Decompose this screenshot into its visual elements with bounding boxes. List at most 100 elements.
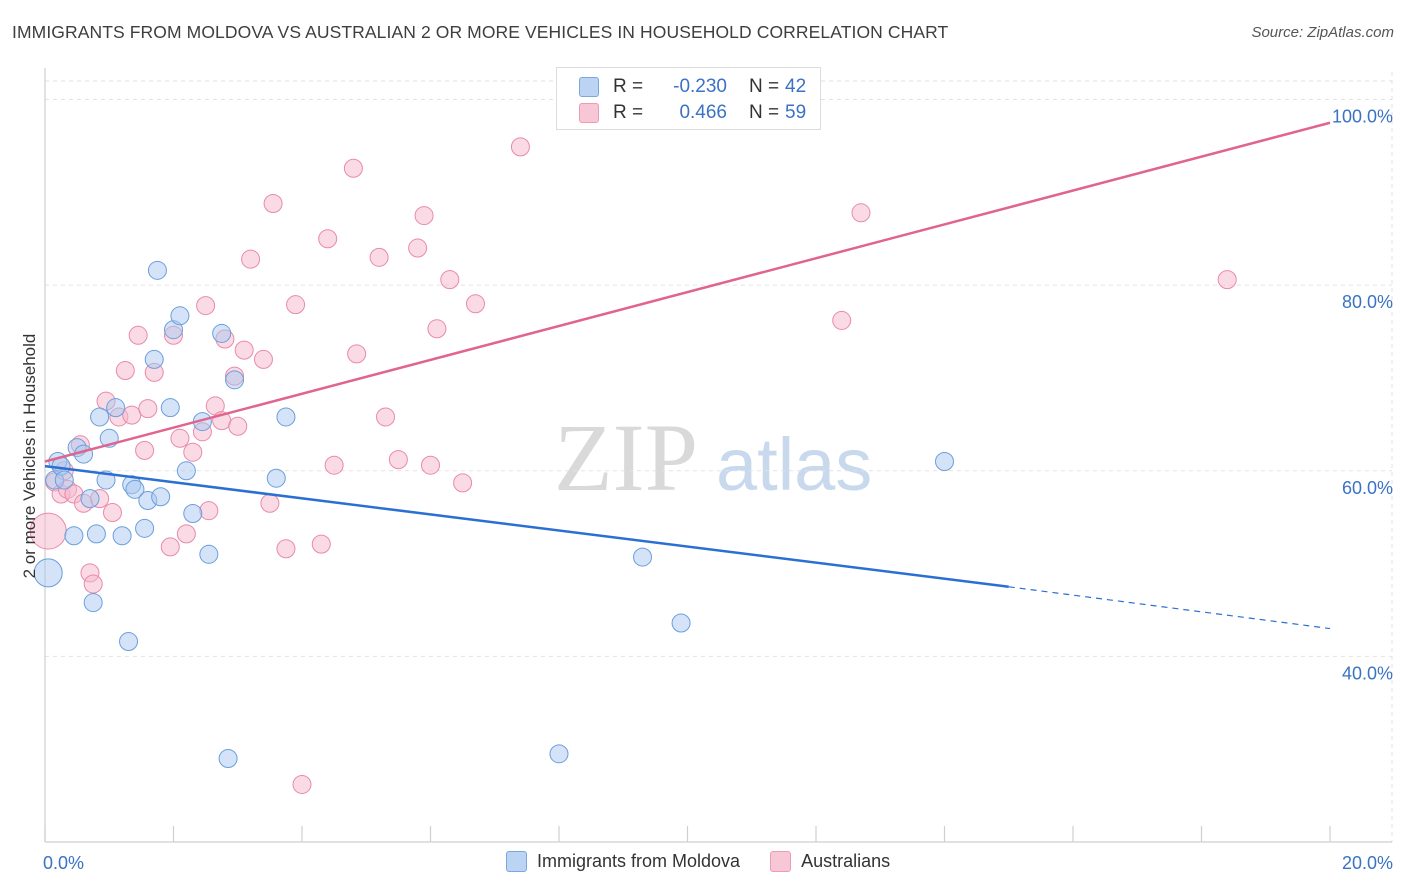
moldova-point	[80, 489, 100, 509]
moldova-points	[33, 260, 954, 768]
legend-r-label: R =	[613, 102, 644, 123]
moldova-point	[144, 349, 164, 369]
australians-point	[263, 194, 283, 214]
australians-point	[347, 344, 367, 364]
australians-point	[292, 774, 312, 794]
australians-point	[832, 310, 852, 330]
moldova-point	[170, 306, 190, 326]
moldova-point	[147, 260, 167, 280]
axes	[44, 68, 1392, 843]
y-tick-label: 40.0%	[1342, 663, 1393, 683]
moldova-point	[212, 323, 232, 343]
moldova-point	[119, 632, 139, 652]
australians-point	[234, 340, 254, 360]
moldova-point	[90, 407, 110, 427]
moldova-point	[266, 468, 286, 488]
moldova-point	[86, 524, 106, 544]
moldova-point	[935, 452, 954, 471]
australians-point	[138, 399, 158, 419]
australians-point	[376, 407, 396, 427]
australians-point	[414, 206, 434, 226]
correlation-legend: R = -0.230 N = 42 R = 0.466 N = 59	[556, 67, 821, 130]
moldova-point	[125, 479, 145, 499]
australians-point	[318, 229, 338, 249]
australians-point	[176, 524, 196, 544]
moldova-swatch	[579, 77, 599, 97]
australians-swatch	[770, 851, 792, 872]
moldova-point	[218, 748, 238, 768]
y-tick-label: 100.0%	[1332, 107, 1393, 127]
y-axis-label: 2 or more Vehicles in Household	[20, 333, 39, 579]
australians-point	[453, 473, 473, 493]
moldova-point	[54, 470, 74, 490]
moldova-trend-extension	[1008, 586, 1331, 630]
watermark: ZIP atlas	[554, 404, 872, 511]
moldova-point	[106, 398, 126, 418]
australians-point	[851, 203, 871, 223]
moldova-point	[199, 544, 219, 564]
australians-point	[408, 238, 428, 258]
australians-point	[160, 537, 180, 557]
australians-point	[427, 319, 447, 339]
australians-point	[128, 325, 148, 345]
australians-point	[83, 574, 103, 594]
watermark-atlas: atlas	[716, 423, 872, 506]
legend-r-value: 0.466	[679, 102, 727, 123]
legend-label-moldova: Immigrants from Moldova	[537, 851, 741, 871]
australians-point	[199, 501, 219, 521]
australians-swatch	[579, 103, 599, 123]
australians-point	[170, 428, 190, 448]
moldova-point	[135, 518, 155, 538]
australians-point	[343, 158, 363, 178]
moldova-point	[33, 558, 63, 588]
australians-point	[241, 249, 261, 269]
moldova-point	[633, 547, 653, 567]
legend-n-label: N =	[749, 102, 780, 123]
australians-point	[465, 294, 485, 314]
legend-r-label: R =	[613, 76, 644, 97]
y-tick-label: 80.0%	[1342, 292, 1393, 312]
legend-n-label: N =	[749, 76, 780, 97]
y-tick-label: 60.0%	[1342, 478, 1393, 498]
australians-point	[122, 405, 142, 425]
moldova-point	[225, 370, 245, 390]
australians-point	[253, 349, 273, 369]
australians-point	[510, 137, 530, 157]
moldova-point	[112, 526, 132, 546]
australians-point	[421, 455, 440, 475]
legend-row-moldova: R = -0.230 N = 42	[557, 74, 806, 100]
trend-lines	[44, 121, 1331, 630]
australians-point	[115, 361, 135, 381]
legend-n-value: 59	[785, 102, 807, 123]
legend-item-australians: Australians	[770, 851, 890, 872]
moldova-point	[549, 744, 569, 764]
australians-point	[276, 539, 296, 559]
moldova-point	[64, 526, 84, 546]
australians-point	[388, 450, 408, 470]
tick-labels: 40.0% 60.0% 80.0% 100.0% 0.0% 20.0%	[43, 107, 1393, 873]
moldova-swatch	[506, 851, 527, 872]
x-tick-label: 20.0%	[1342, 853, 1393, 873]
legend-item-moldova: Immigrants from Moldova	[506, 851, 740, 872]
australians-point	[440, 270, 460, 290]
moldova-trend-line	[44, 464, 1009, 589]
australians-trend-line	[44, 121, 1331, 463]
series-legend: Immigrants from Moldova Australians	[506, 851, 920, 872]
australians-point	[1217, 270, 1237, 290]
australians-point	[324, 455, 344, 475]
moldova-point	[83, 593, 103, 613]
moldova-point	[671, 613, 691, 633]
x-tick-label: 0.0%	[43, 853, 84, 873]
legend-r-value: -0.230	[673, 76, 727, 97]
australians-point	[196, 296, 216, 316]
chart-title: IMMIGRANTS FROM MOLDOVA VS AUSTRALIAN 2 …	[12, 22, 949, 42]
legend-n-value: 42	[785, 76, 807, 97]
australians-point	[135, 440, 155, 460]
grid-lines	[45, 72, 1393, 842]
moldova-point	[160, 398, 180, 418]
watermark-zip: ZIP	[554, 404, 698, 511]
australians-points	[29, 137, 1237, 794]
australians-point	[369, 247, 389, 267]
australians-point	[286, 295, 306, 315]
